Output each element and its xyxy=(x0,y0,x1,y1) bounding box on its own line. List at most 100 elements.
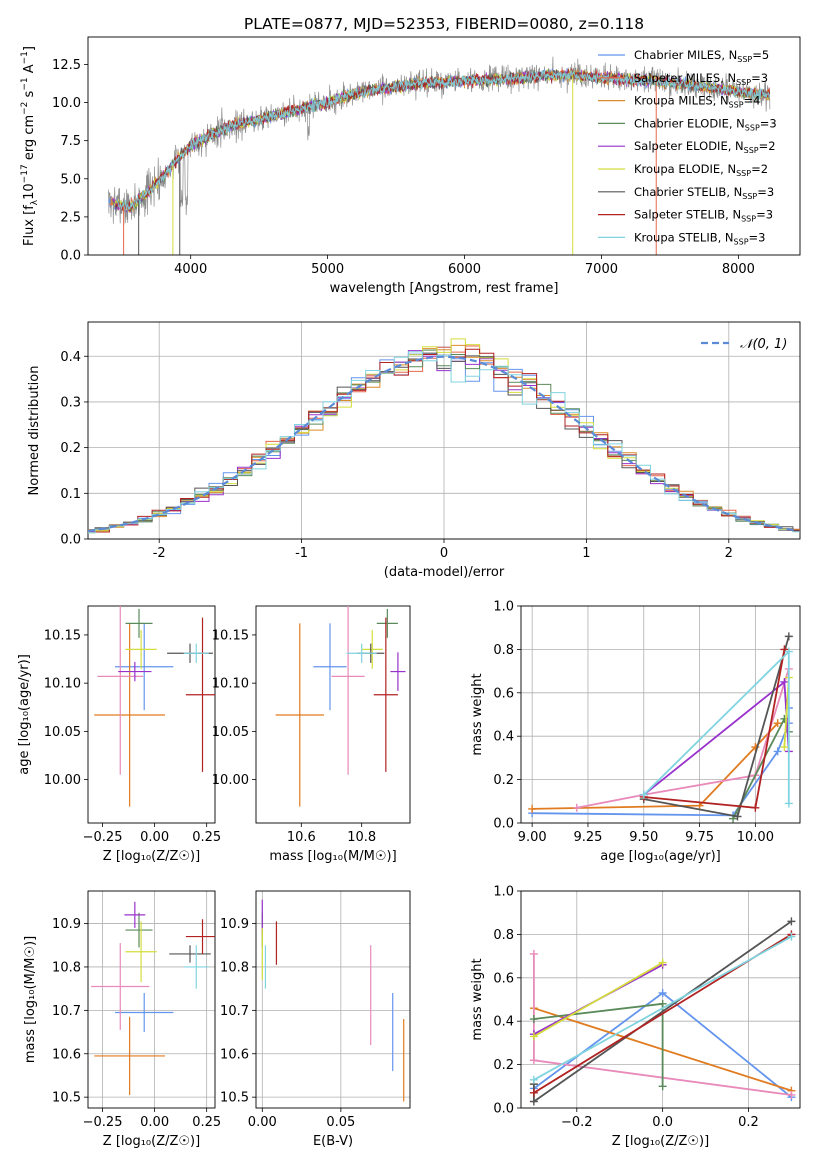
y-label-part: −1 xyxy=(20,77,30,90)
x-tick-label: 10.8 xyxy=(347,830,376,845)
weight-marker xyxy=(529,1056,538,1065)
legend-subscript: SSP xyxy=(742,192,757,201)
error-bar-8 xyxy=(346,643,377,663)
legend-label: 𝒩(0, 1) xyxy=(740,337,787,352)
x-axis-label: wavelength [Angstrom, rest frame] xyxy=(330,281,559,296)
y-tick-label: 10.05 xyxy=(44,725,81,740)
legend-label: Salpeter ELODIE, NSSP=2 xyxy=(634,139,776,155)
weight-marker xyxy=(529,1097,538,1106)
y-tick-label: 0.8 xyxy=(493,928,514,943)
legend-equals: = xyxy=(751,162,761,176)
weight-line-8 xyxy=(533,935,792,1081)
weight-line-8 xyxy=(643,649,790,804)
axes-frame xyxy=(520,890,801,1109)
y-axis-label: Normed distribution xyxy=(27,366,42,496)
legend-label-text: Chabrier STELIB, N xyxy=(634,185,742,199)
legend-label-text: Kroupa ELODIE, N xyxy=(634,162,736,176)
axes-frame xyxy=(87,321,801,540)
weight-marker xyxy=(658,958,667,967)
weight-marker xyxy=(529,1075,538,1084)
weight-marker xyxy=(572,803,581,812)
x-tick-label: 0.2 xyxy=(738,1115,759,1130)
y-tick-label: 10.7 xyxy=(220,1004,249,1019)
weight-marker xyxy=(529,1088,538,1097)
weight-marker xyxy=(529,1032,538,1041)
y-axis-label: mass [log₁₀(M/M☉)] xyxy=(23,936,38,1063)
y-tick-label: 10.6 xyxy=(220,1047,249,1062)
legend-nssp: 5 xyxy=(762,48,769,62)
legend-subscript: SSP xyxy=(729,101,744,110)
age-vs-metallicity-panel: −0.25 0.00 0.25 10.00 10.05 10.10 10.15 Z [log₁… xyxy=(17,605,221,864)
y-tick-label: 0.0 xyxy=(493,817,514,832)
y-axis-label: mass weight xyxy=(470,673,485,755)
legend-nssp: 2 xyxy=(761,162,768,176)
y-label-part: −1 xyxy=(20,51,30,64)
weight-marker xyxy=(658,988,667,997)
x-tick-label: -1 xyxy=(295,546,308,561)
y-axis-label: Flux [fλ10−17 erg cm−2 s−1 A−1] xyxy=(20,46,40,246)
legend-label: Salpeter STELIB, NSSP=3 xyxy=(634,208,773,224)
weight-marker xyxy=(733,812,742,821)
x-tick-label: 5000 xyxy=(311,262,344,277)
weight-marker xyxy=(784,799,793,808)
x-axis-label: (data-model)/error xyxy=(384,565,505,580)
error-bar-5 xyxy=(125,630,157,669)
gaussian-curve xyxy=(88,355,798,533)
y-tick-label: 0.2 xyxy=(60,441,81,456)
error-bar-4 xyxy=(390,652,406,691)
weight-line-1 xyxy=(532,722,779,810)
legend-equals: = xyxy=(759,139,769,153)
x-axis-label: Z [log₁₀(Z/Z☉)] xyxy=(612,1134,709,1149)
error-bar-7 xyxy=(373,617,398,772)
legend-equals: = xyxy=(751,71,761,85)
weight-marker xyxy=(784,647,793,656)
weight-marker xyxy=(780,743,789,752)
legend-subscript: SSP xyxy=(737,55,752,64)
x-tick-label: 1 xyxy=(582,546,590,561)
weight-marker xyxy=(639,790,648,799)
legend-subscript: SSP xyxy=(744,146,759,155)
error-bar-2 xyxy=(97,606,144,775)
y-axis-label: age [log₁₀(age/yr)] xyxy=(17,654,32,775)
x-axis-label: age [log₁₀(age/yr)] xyxy=(600,849,721,864)
y-tick-label: 0.0 xyxy=(60,533,81,548)
weight-vs-age-panel: 9.00 9.25 9.50 9.75 10.00 0.0 0.2 0.4 0.6 0.8 1.0 a… xyxy=(470,600,801,864)
error-bar-8 xyxy=(183,945,209,989)
x-tick-label: -2 xyxy=(153,546,166,561)
legend-nssp: 3 xyxy=(767,185,774,199)
x-tick-label: 0.0 xyxy=(652,1115,673,1130)
y-tick-label: 10.5 xyxy=(52,1091,81,1106)
x-tick-label: 0 xyxy=(440,546,448,561)
x-tick-label: 0.05 xyxy=(326,1115,355,1130)
legend-label: Chabrier STELIB, NSSP=3 xyxy=(634,185,774,201)
error-bar-4 xyxy=(124,901,146,928)
axes-frame xyxy=(87,36,801,256)
error-bar-1 xyxy=(94,1016,166,1095)
x-tick-label: 10.00 xyxy=(737,830,774,845)
y-tick-label: 12.5 xyxy=(52,58,81,73)
x-tick-label: 9.25 xyxy=(573,830,602,845)
x-axis-label: Z [log₁₀(Z/Z☉)] xyxy=(103,1134,200,1149)
error-bar-5 xyxy=(125,921,157,983)
y-label-part: erg cm xyxy=(22,115,37,164)
y-tick-label: 10.10 xyxy=(44,677,81,692)
error-bar-7 xyxy=(185,919,215,954)
weight-marker xyxy=(787,917,796,926)
legend-nssp: 3 xyxy=(766,208,773,222)
x-tick-label: 2 xyxy=(725,546,733,561)
x-tick-label: 7000 xyxy=(585,262,618,277)
y-tick-label: 10.15 xyxy=(212,628,249,643)
y-tick-label: 10.7 xyxy=(52,1004,81,1019)
y-tick-label: 1.0 xyxy=(493,885,514,900)
weight-line-5 xyxy=(533,961,664,1038)
weight-marker xyxy=(773,719,782,728)
weight-marker xyxy=(751,803,760,812)
y-label-part: ] xyxy=(22,46,37,51)
legend-label-text: Salpeter STELIB, N xyxy=(634,208,741,222)
x-tick-label: 0.00 xyxy=(140,1115,169,1130)
weight-line-6 xyxy=(643,636,790,818)
legend-nssp: 3 xyxy=(761,71,768,85)
y-tick-label: 2.5 xyxy=(60,210,81,225)
weight-marker xyxy=(773,747,782,756)
y-label-part: Flux [f xyxy=(22,205,37,246)
